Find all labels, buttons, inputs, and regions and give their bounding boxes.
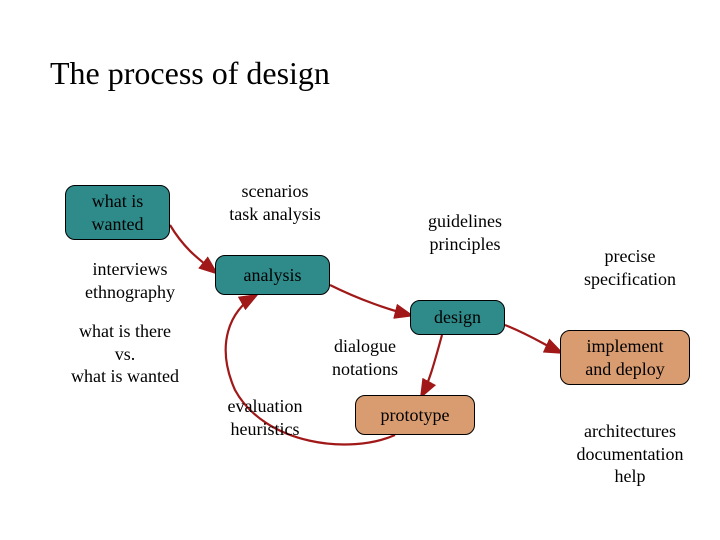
- node-implement: implementand deploy: [560, 330, 690, 385]
- label-whatisthere: what is therevs.what is wanted: [40, 320, 210, 388]
- label-guidelines: guidelinesprinciples: [395, 210, 535, 255]
- label-architectures: architecturesdocumentationhelp: [545, 420, 715, 488]
- node-design: design: [410, 300, 505, 335]
- node-label: analysis: [244, 264, 302, 287]
- node-label: design: [434, 306, 481, 329]
- page-title: The process of design: [50, 55, 330, 92]
- node-label: prototype: [381, 404, 450, 427]
- label-evaluation: evaluationheuristics: [200, 395, 330, 440]
- label-precise: precisespecification: [550, 245, 710, 290]
- node-analysis: analysis: [215, 255, 330, 295]
- node-label: implementand deploy: [585, 335, 664, 380]
- node-prototype: prototype: [355, 395, 475, 435]
- node-what-is-wanted: what iswanted: [65, 185, 170, 240]
- node-label: what iswanted: [92, 190, 144, 235]
- label-interviews: interviewsethnography: [55, 258, 205, 303]
- label-dialogue: dialoguenotations: [300, 335, 430, 380]
- label-scenarios: scenariostask analysis: [200, 180, 350, 225]
